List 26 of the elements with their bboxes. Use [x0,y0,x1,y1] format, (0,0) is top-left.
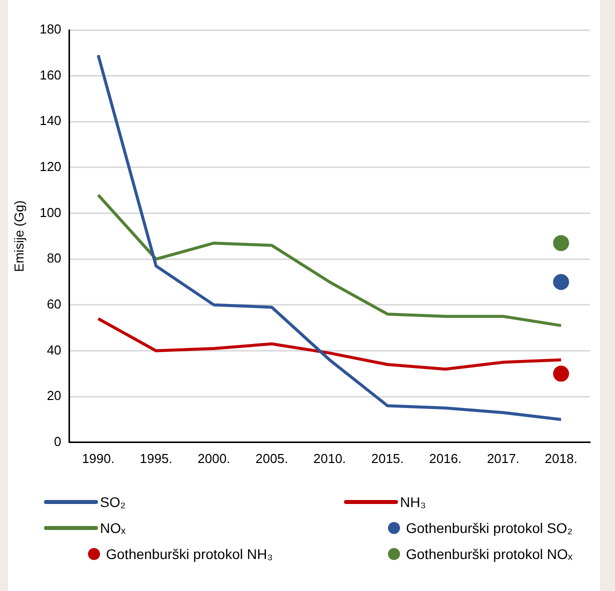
legend-label: NH₃ [400,494,426,510]
y-axis-title: Emisije (Gg) [11,200,26,272]
legend-label: Gothenburški protokol NH₃ [106,546,273,562]
legend-label: Gothenburški protokol SO₂ [406,520,573,536]
x-tick-label: 2016. [429,450,462,466]
y-tick-label: 160 [40,67,62,82]
y-tick-label: 40 [46,342,62,358]
x-tick-label: 2000. [198,450,230,466]
x-tick-label: 1990. [82,450,114,466]
x-tick-label: 1995. [140,450,172,466]
x-tick-label: 2005. [256,450,288,466]
y-tick-label: 100 [40,204,62,220]
x-tick-label: 2018. [544,450,578,466]
y-tick-label: 80 [46,250,62,266]
y-tick-label: 60 [46,296,62,312]
y-tick-label: 180 [40,22,62,37]
y-tick-label: 120 [40,159,62,174]
y-tick-label: 0 [54,434,62,449]
x-tick-label: 2017. [486,450,520,466]
legend-label: SO₂ [100,494,126,510]
y-tick-label: 140 [40,113,62,128]
y-tick-label: 20 [46,388,62,404]
legend-label: Gothenburški protokol NOₓ [406,546,572,562]
x-tick-label: 2010. [313,450,346,466]
legend-label: NOₓ [100,520,126,536]
x-tick-label: 2015. [371,450,404,466]
